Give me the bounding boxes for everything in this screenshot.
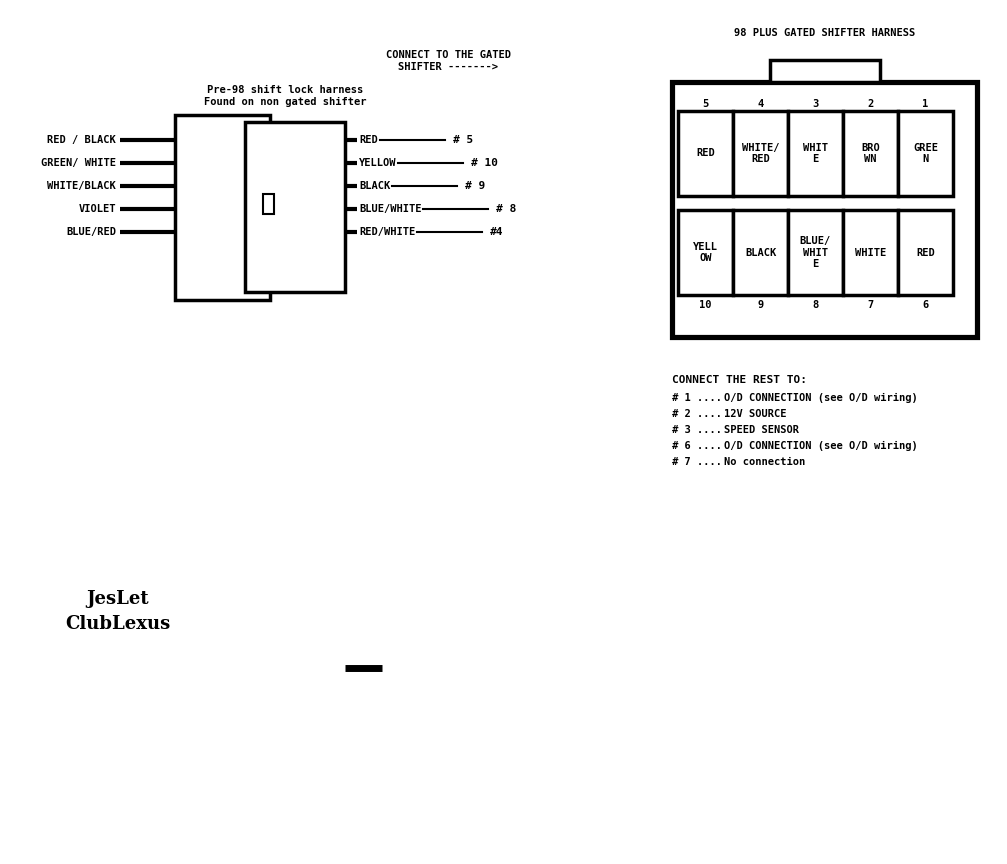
Text: WHIT
E: WHIT E	[803, 143, 828, 164]
Bar	[788, 111, 843, 196]
Bar	[733, 210, 788, 295]
Text: 5: 5	[702, 99, 709, 109]
Text: CONNECT THE REST TO:: CONNECT THE REST TO:	[672, 375, 807, 385]
Text: 98 PLUS GATED SHIFTER HARNESS: 98 PLUS GATED SHIFTER HARNESS	[734, 28, 915, 38]
Text: CONNECT TO THE GATED
SHIFTER ------->: CONNECT TO THE GATED SHIFTER ------->	[386, 50, 511, 72]
Text: GREEN/ WHITE: GREEN/ WHITE	[41, 158, 116, 168]
Text: # 9: # 9	[465, 181, 485, 191]
Text: #4: #4	[489, 227, 504, 237]
Bar	[678, 111, 733, 196]
Text: 12V SOURCE: 12V SOURCE	[724, 409, 786, 419]
Bar	[843, 210, 898, 295]
Text: SPEED SENSOR: SPEED SENSOR	[724, 425, 799, 435]
Bar	[672, 82, 977, 337]
Text: 9: 9	[757, 300, 763, 310]
Bar	[263, 194, 274, 214]
Text: BRO
WN: BRO WN	[861, 143, 880, 164]
Text: 8: 8	[813, 300, 819, 310]
Bar	[245, 122, 345, 292]
Text: BLACK: BLACK	[359, 181, 391, 191]
Text: # 3 ....: # 3 ....	[672, 425, 722, 435]
Text: BLACK: BLACK	[745, 247, 776, 257]
Text: BLUE/RED: BLUE/RED	[66, 227, 116, 237]
Bar	[733, 111, 788, 196]
Text: YELL
OW: YELL OW	[693, 242, 718, 264]
Text: # 7 ....: # 7 ....	[672, 457, 722, 467]
Text: WHITE: WHITE	[855, 247, 886, 257]
Bar	[678, 210, 733, 295]
Text: 3: 3	[813, 99, 819, 109]
Text: # 8: # 8	[496, 204, 517, 214]
Text: 6: 6	[922, 300, 928, 310]
Text: WHITE/BLACK: WHITE/BLACK	[47, 181, 116, 191]
Bar	[175, 115, 270, 300]
Bar	[898, 111, 953, 196]
Text: VIOLET: VIOLET	[79, 204, 116, 214]
Text: YELLOW: YELLOW	[359, 158, 397, 168]
Text: WHITE/
RED: WHITE/ RED	[742, 143, 779, 164]
Text: Pre-98 shift lock harness
Found on non gated shifter: Pre-98 shift lock harness Found on non g…	[203, 86, 367, 107]
Bar	[770, 60, 880, 82]
Text: 1: 1	[922, 99, 928, 109]
Text: 4: 4	[757, 99, 763, 109]
Text: No connection: No connection	[724, 457, 806, 467]
Bar	[788, 210, 843, 295]
Text: JesLet
ClubLexus: JesLet ClubLexus	[65, 590, 170, 633]
Text: RED / BLACK: RED / BLACK	[47, 135, 116, 145]
Text: RED: RED	[696, 149, 715, 158]
Text: O/D CONNECTION (see O/D wiring): O/D CONNECTION (see O/D wiring)	[724, 393, 917, 403]
Text: O/D CONNECTION (see O/D wiring): O/D CONNECTION (see O/D wiring)	[724, 441, 917, 451]
Text: BLUE/WHITE: BLUE/WHITE	[359, 204, 422, 214]
Text: 7: 7	[867, 300, 874, 310]
Text: 2: 2	[867, 99, 874, 109]
Text: RED: RED	[916, 247, 934, 257]
Text: # 1 ....: # 1 ....	[672, 393, 722, 403]
Bar	[898, 210, 953, 295]
Text: # 6 ....: # 6 ....	[672, 441, 722, 451]
Text: BLUE/
WHIT
E: BLUE/ WHIT E	[800, 236, 831, 269]
Text: GREE
N: GREE N	[913, 143, 938, 164]
Text: 10: 10	[699, 300, 712, 310]
Text: # 2 ....: # 2 ....	[672, 409, 722, 419]
Bar	[843, 111, 898, 196]
Text: # 10: # 10	[471, 158, 498, 168]
Text: RED/WHITE: RED/WHITE	[359, 227, 415, 237]
Text: # 5: # 5	[452, 135, 473, 145]
Text: RED: RED	[359, 135, 378, 145]
